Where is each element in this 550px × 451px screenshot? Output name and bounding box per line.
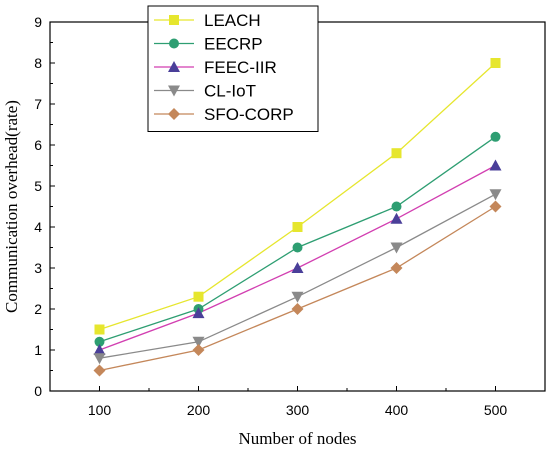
x-tick-label: 500: [484, 402, 508, 418]
y-tick-label: 7: [34, 96, 42, 112]
x-axis-title: Number of nodes: [238, 429, 356, 448]
legend-marker: [169, 38, 179, 49]
y-tick-label: 3: [34, 260, 42, 276]
data-point-cl-iot: [291, 291, 304, 303]
legend-label: EECRP: [204, 35, 263, 54]
data-point-leach: [391, 148, 402, 159]
x-tick-label: 300: [286, 402, 310, 418]
data-point-cl-iot: [192, 336, 205, 348]
y-tick-label: 0: [34, 383, 42, 399]
data-point-cl-iot: [489, 189, 502, 201]
legend-label: CL-IoT: [204, 82, 256, 101]
data-point-cl-iot: [390, 242, 403, 254]
data-point-eecrp: [490, 131, 501, 142]
data-point-feec-iir: [390, 212, 403, 224]
y-tick-label: 5: [34, 178, 42, 194]
data-point-leach: [193, 291, 204, 302]
y-tick-label: 1: [34, 342, 42, 358]
data-point-sfo-corp: [192, 344, 205, 356]
y-axis-title: Communication overhead(rate): [2, 100, 21, 313]
legend-label: LEACH: [204, 11, 261, 30]
data-point-feec-iir: [489, 159, 502, 171]
ticks: 0 1 2 3 4 5 6 7 8 9 100 200 300 400 500: [34, 14, 546, 418]
y-tick-label: 9: [34, 14, 42, 30]
legend-marker: [169, 15, 179, 25]
data-point-sfo-corp: [489, 200, 502, 213]
data-point-feec-iir: [291, 262, 304, 273]
x-tick-label: 400: [385, 402, 409, 418]
y-tick-label: 6: [34, 137, 42, 153]
legend-marker: [168, 108, 180, 120]
y-tick-label: 4: [34, 219, 42, 235]
data-point-eecrp: [292, 242, 303, 253]
data-point-leach: [94, 324, 105, 335]
legend-marker: [168, 85, 180, 97]
data-point-leach: [292, 222, 303, 232]
legend-label: FEEC-IIR: [204, 58, 277, 77]
y-tick-label: 2: [34, 301, 42, 317]
series-markers: [93, 58, 502, 377]
y-tick-label: 8: [34, 55, 42, 71]
data-point-sfo-corp: [390, 262, 403, 274]
data-point-eecrp: [391, 201, 402, 212]
data-point-feec-iir: [192, 307, 205, 319]
series-line-cl-iot: [99, 193, 496, 359]
legend-label: SFO-CORP: [204, 105, 294, 124]
data-point-sfo-corp: [291, 303, 304, 315]
data-point-cl-iot: [93, 353, 106, 365]
x-tick-label: 100: [88, 402, 112, 418]
data-point-feec-iir: [93, 344, 106, 355]
legend-marker: [168, 61, 180, 72]
data-point-sfo-corp: [93, 364, 106, 377]
data-point-leach: [490, 58, 501, 68]
legend: LEACH EECRP FEEC-IIR CL-IoT SFO-CORP: [147, 5, 319, 132]
data-point-eecrp: [94, 336, 105, 347]
x-tick-label: 200: [187, 402, 211, 418]
